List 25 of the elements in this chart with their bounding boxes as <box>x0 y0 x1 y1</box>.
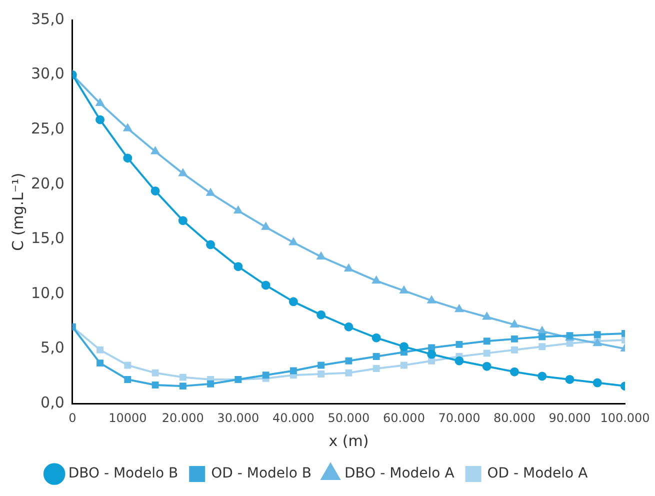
legend-label: OD - Modelo B <box>211 466 312 482</box>
x-tick-label: 50.000 <box>328 410 370 425</box>
legend-label: OD - Modelo A <box>487 466 588 482</box>
legend-label: DBO - Modelo B <box>68 466 178 482</box>
y-tick-label: 0,0 <box>40 393 64 412</box>
x-tick-label: 80.000 <box>493 410 536 425</box>
y-tick-label: 25,0 <box>30 119 64 138</box>
legend-label: DBO - Modelo A <box>344 466 455 482</box>
y-tick-label: 15,0 <box>30 229 64 248</box>
y-tick-label: 30,0 <box>30 64 64 83</box>
x-tick-label: 60.000 <box>382 410 425 425</box>
y-tick-label: 20,0 <box>30 174 64 192</box>
x-tick-label: 0 <box>68 410 76 425</box>
x-tick-label: 40.000 <box>272 410 314 425</box>
y-tick-label: 35,0 <box>30 10 64 28</box>
x-tick-label: 30.000 <box>217 410 260 425</box>
x-tick-label: 90.000 <box>548 410 591 425</box>
x-tick-label: 100.000 <box>600 410 650 425</box>
y-axis-title: C (mg.L⁻¹) <box>8 172 27 251</box>
x-tick-label: 10000 <box>108 410 147 425</box>
y-tick-label: 10,0 <box>30 284 64 302</box>
x-tick-label: 20.000 <box>162 410 204 425</box>
x-axis-title: x (m) <box>328 432 369 450</box>
x-tick-label: 70.000 <box>438 410 480 425</box>
y-tick-label: 5,0 <box>40 338 64 357</box>
